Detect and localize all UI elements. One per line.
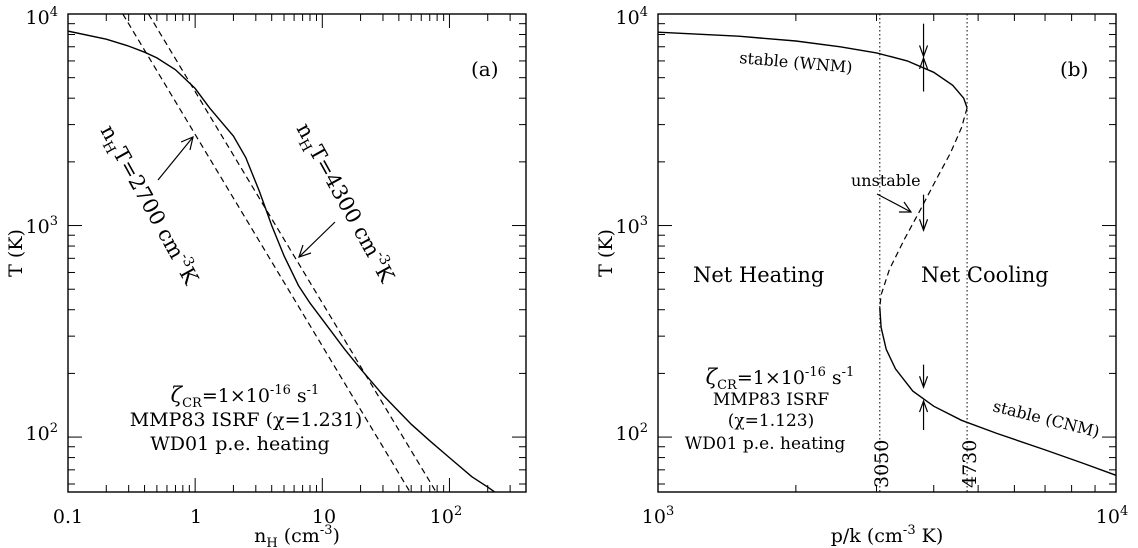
vline-label: 4730 — [959, 440, 981, 488]
arrowhead — [918, 56, 929, 70]
series-group — [658, 31, 1116, 476]
unstable-pointer — [876, 193, 912, 213]
y-axis-label: T (K) — [595, 229, 617, 277]
annotation-nT2700: nHT=2700 cm-3K — [92, 120, 205, 291]
info-line: WD01 p.e. heating — [685, 434, 846, 454]
annotation-arrow — [157, 136, 194, 181]
series-group — [68, 14, 496, 492]
x-axis-label: p/k (cm-3 K) — [831, 523, 944, 547]
annotation-arrow — [298, 221, 336, 258]
y-tick-label: 104 — [616, 5, 648, 29]
x-axis-label: nH (cm-3) — [254, 523, 340, 548]
label-unstable: unstable — [851, 171, 921, 190]
arrowhead — [298, 244, 312, 258]
label-stable-wnm: stable (WNM) — [739, 48, 854, 77]
info-zeta: ζCR=1×10-16 s-1 — [171, 383, 320, 411]
series-stable-cnm — [879, 307, 1116, 476]
annotation-nT4300: nHT=4300 cm-3K — [288, 118, 401, 289]
x-tick-label: 103 — [642, 504, 674, 528]
arrowhead — [899, 201, 913, 213]
x-tick-label: 1 — [190, 506, 202, 528]
arrowhead — [918, 376, 929, 390]
plot-frame — [67, 13, 527, 493]
y-tick-label: 103 — [26, 214, 58, 238]
series-unstable — [879, 107, 968, 308]
x-tick-label: 102 — [430, 504, 462, 528]
plot-frame — [657, 13, 1117, 493]
info-zeta: ζCR=1×10-16 s-1 — [706, 365, 855, 393]
info-line: MMP83 ISRF — [713, 390, 829, 410]
x-tick-label: 104 — [1096, 504, 1128, 528]
panel-a: 0.1 1 10 102 102 103 104 nH (cm-3) T (K)… — [5, 5, 527, 548]
arrowhead — [918, 399, 929, 413]
info-line: MMP83 ISRF (χ=1.231) — [130, 409, 363, 431]
y-tick-marks — [658, 13, 1116, 485]
arrowhead — [918, 219, 929, 233]
y-tick-label: 102 — [26, 421, 58, 445]
y-tick-label: 103 — [616, 214, 648, 238]
series-dashed-2700 — [122, 14, 411, 492]
y-axis-label: T (K) — [5, 229, 27, 277]
series-main-curve — [68, 30, 496, 492]
panel-label: (a) — [471, 57, 499, 81]
series-stable-wnm — [658, 31, 968, 109]
y-tick-marks — [68, 13, 526, 485]
y-tick-label: 104 — [26, 5, 58, 29]
region-net-cooling: Net Cooling — [921, 263, 1049, 287]
info-line: WD01 p.e. heating — [150, 433, 329, 455]
vline-label: 3050 — [871, 440, 893, 488]
region-net-heating: Net Heating — [693, 263, 824, 287]
label-stable-cnm: stable (CNM) — [991, 396, 1102, 441]
panel-b: 103 104 102 103 104 p/k (cm-3 K) T (K) (… — [595, 5, 1128, 547]
panel-label: (b) — [1060, 57, 1088, 81]
x-tick-label: 10 — [312, 506, 336, 528]
stability-arrows — [918, 23, 929, 431]
info-line: (χ=1.123) — [728, 411, 814, 431]
x-tick-label: 0.1 — [53, 506, 83, 528]
y-tick-label: 102 — [616, 421, 648, 445]
arrowhead — [180, 135, 194, 151]
series-dashed-4300 — [147, 14, 437, 492]
